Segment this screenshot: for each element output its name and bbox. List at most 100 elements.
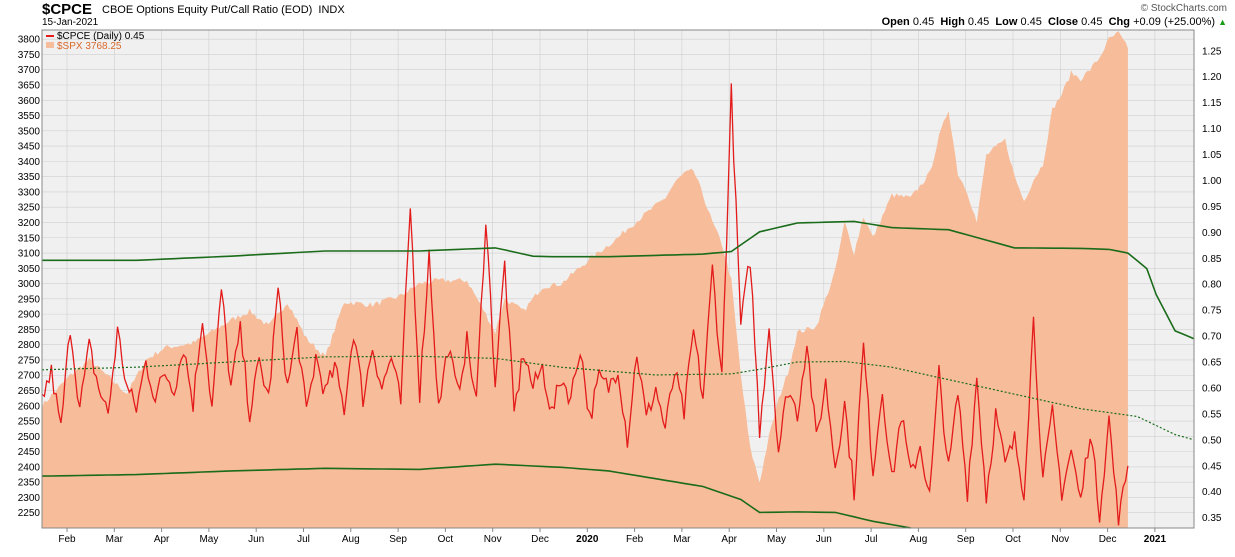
x-tick-label: Jul [297, 534, 310, 545]
chart-header: $CPCE CBOE Options Equity Put/Call Ratio… [0, 0, 1235, 30]
close-value: 0.45 [1081, 16, 1103, 28]
right-tick-label: 1.15 [1202, 98, 1222, 109]
ticker-symbol: $CPCE [42, 1, 93, 18]
chg-label: Chg [1108, 16, 1130, 28]
x-tick-label: Jun [816, 534, 832, 545]
legend: $CPCE (Daily) 0.45 $SPX 3768.25 [46, 31, 145, 52]
left-tick-label: 3500 [18, 126, 41, 137]
right-tick-label: 0.95 [1202, 202, 1222, 213]
left-tick-label: 2950 [18, 294, 41, 305]
x-tick-label: Apr [721, 534, 737, 545]
x-tick-label: Aug [342, 534, 360, 545]
left-tick-label: 2850 [18, 325, 41, 336]
right-tick-label: 0.55 [1202, 409, 1222, 420]
right-axis: 0.35 0.40 0.45 0.50 0.55 0.60 0.65 0.70 0.75 0.80… [1202, 46, 1222, 524]
legend-spx-label: $SPX 3768.25 [57, 41, 122, 52]
x-tick-label: May [199, 534, 218, 545]
x-tick-label: Apr [154, 534, 170, 545]
right-tick-label: 0.45 [1202, 461, 1222, 472]
legend-spx-swatch [46, 42, 54, 48]
left-tick-label: 2350 [18, 478, 41, 489]
left-tick-label: 3150 [18, 233, 41, 244]
right-tick-label: 0.65 [1202, 358, 1222, 369]
left-tick-label: 3650 [18, 80, 41, 91]
x-tick-label: Mar [106, 534, 124, 545]
chart-date: 15-Jan-2021 [42, 17, 99, 28]
left-tick-label: 2600 [18, 401, 41, 412]
left-tick-label: 2500 [18, 432, 41, 443]
left-tick-label: 3000 [18, 279, 41, 290]
right-tick-label: 1.00 [1202, 176, 1222, 187]
left-tick-label: 2800 [18, 340, 41, 351]
right-tick-label: 1.10 [1202, 124, 1222, 135]
x-tick-label: 2020 [576, 534, 599, 545]
left-tick-label: 3100 [18, 249, 41, 260]
x-axis: Feb Mar Apr May Jun Jul Aug Sep Oct Nov Dec 2020 Feb… [58, 528, 1166, 545]
x-tick-label: Oct [1005, 534, 1021, 545]
lower-band-line [41, 463, 911, 529]
x-tick-label: Mar [673, 534, 691, 545]
low-label: Low [995, 16, 1018, 28]
left-tick-label: 3550 [18, 111, 41, 122]
upper-band-line [42, 220, 1195, 340]
x-tick-label: Oct [438, 534, 454, 545]
title-text: CBOE Options Equity Put/Call Ratio (EOD) [102, 4, 313, 16]
x-tick-label: Sep [957, 534, 975, 545]
right-tick-label: 0.60 [1202, 383, 1222, 394]
x-tick-label: Nov [1051, 534, 1069, 545]
x-tick-label: Jul [865, 534, 878, 545]
left-tick-label: 3800 [18, 35, 41, 46]
left-tick-label: 2450 [18, 447, 41, 458]
high-value: 0.45 [967, 16, 990, 28]
x-tick-label: Dec [1099, 534, 1117, 545]
left-tick-label: 2650 [18, 386, 41, 397]
exchange-label: INDX [318, 4, 345, 16]
left-tick-label: 2300 [18, 493, 41, 504]
right-tick-label: 1.05 [1202, 150, 1222, 161]
left-tick-label: 2400 [18, 462, 41, 473]
x-tick-label: Sep [389, 534, 407, 545]
spx-area [42, 31, 1128, 529]
left-tick-label: 3400 [18, 157, 41, 168]
x-tick-label: Feb [626, 534, 644, 545]
right-tick-label: 1.20 [1202, 72, 1222, 83]
left-tick-label: 3250 [18, 203, 41, 214]
up-arrow-icon: ▲ [1218, 17, 1227, 27]
plot-border [41, 29, 1195, 529]
left-tick-label: 3050 [18, 264, 41, 275]
right-tick-label: 0.50 [1202, 435, 1222, 446]
right-tick-label: 0.35 [1202, 513, 1222, 524]
right-tick-label: 0.70 [1202, 332, 1222, 343]
brand-logo[interactable]: © StockCharts.com [1140, 3, 1227, 14]
x-tick-label: Aug [910, 534, 928, 545]
left-tick-label: 3750 [18, 50, 41, 61]
quote-summary: Open 0.45 High 0.45 Low 0.45 Close 0.45 … [882, 16, 1227, 28]
left-tick-label: 2250 [18, 508, 41, 519]
right-tick-label: 0.40 [1202, 487, 1222, 498]
x-tick-label: Nov [484, 534, 502, 545]
left-tick-label: 3200 [18, 218, 41, 229]
chart-title: CBOE Options Equity Put/Call Ratio (EOD)… [102, 4, 345, 16]
right-tick-label: 0.75 [1202, 306, 1222, 317]
right-tick-label: 1.25 [1202, 46, 1222, 57]
left-tick-label: 3600 [18, 96, 41, 107]
left-tick-label: 2700 [18, 371, 41, 382]
right-tick-label: 0.80 [1202, 280, 1222, 291]
low-value: 0.45 [1020, 16, 1042, 28]
high-label: High [940, 16, 965, 28]
right-tick-label: 0.90 [1202, 228, 1222, 239]
open-label: Open [881, 16, 910, 28]
middle-band-line [41, 355, 1195, 441]
left-tick-label: 3300 [18, 187, 41, 198]
legend-cpce-label: $CPCE (Daily) 0.45 [57, 31, 145, 42]
cpce-line [41, 83, 1129, 526]
left-tick-label: 2900 [18, 310, 41, 321]
left-tick-label: 2550 [18, 417, 41, 428]
chg-value: +0.09 (+25.00%) [1133, 16, 1216, 28]
x-tick-label: Feb [58, 534, 76, 545]
left-tick-label: 2750 [18, 355, 41, 366]
right-tick-label: 0.85 [1202, 254, 1222, 265]
x-tick-label: May [767, 534, 786, 545]
close-label: Close [1048, 16, 1078, 28]
